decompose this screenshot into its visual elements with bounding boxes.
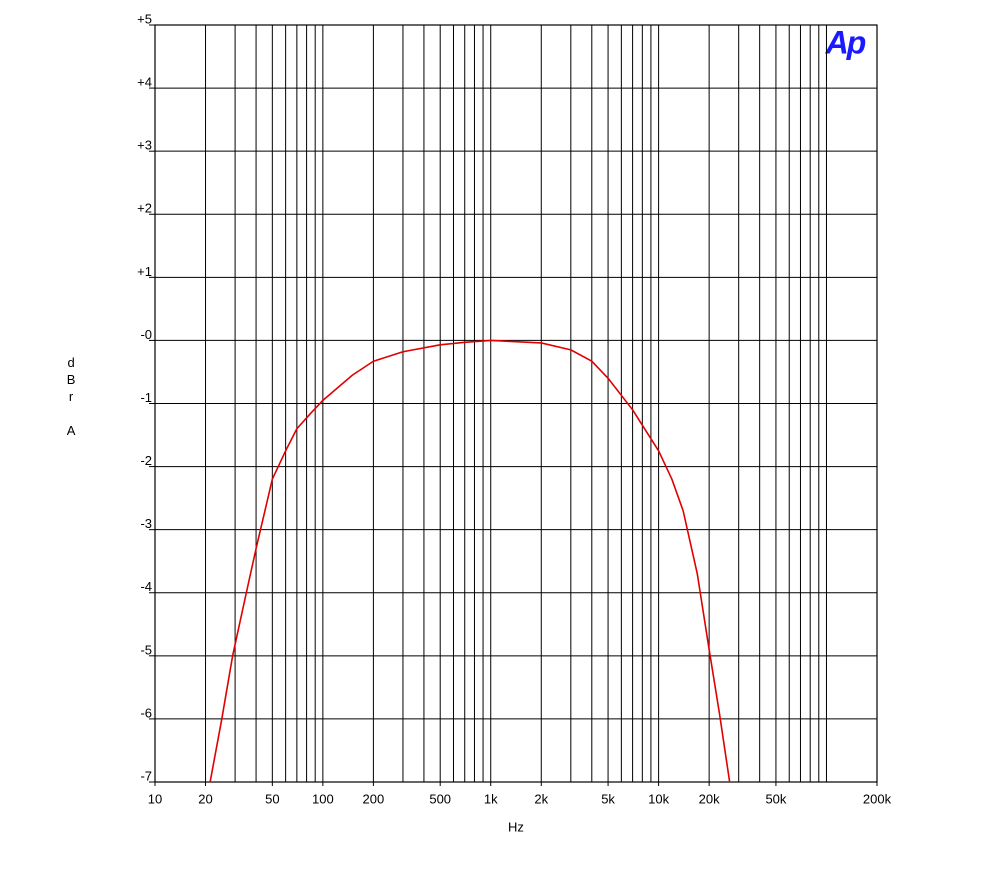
- y-tick-label: +3: [137, 138, 152, 153]
- response-curve: [209, 339, 731, 783]
- x-tick-label: 2k: [534, 791, 548, 806]
- x-tick-label: 50: [265, 791, 279, 806]
- y-tick-label: -4: [140, 579, 152, 594]
- x-tick-label: 200k: [863, 791, 892, 806]
- logo: Ap: [825, 24, 866, 60]
- x-tick-label: 10k: [648, 791, 669, 806]
- x-tick-label: 20k: [699, 791, 720, 806]
- x-tick-label: 10: [148, 791, 162, 806]
- x-tick-label: 500: [429, 791, 451, 806]
- y-tick-label: +2: [137, 201, 152, 216]
- y-tick-label: +4: [137, 75, 152, 90]
- y-tick-label: -3: [140, 516, 152, 531]
- x-tick-label: 50k: [765, 791, 786, 806]
- x-tick-label: 20: [198, 791, 212, 806]
- y-tick-label: +1: [137, 264, 152, 279]
- y-tick-label: -5: [140, 642, 152, 657]
- x-tick-label: 200: [363, 791, 385, 806]
- plot-frame: [154, 24, 878, 783]
- y-tick-label: +5: [137, 11, 152, 26]
- y-tick-label: -7: [140, 768, 152, 783]
- x-tick-label: 1k: [484, 791, 498, 806]
- x-tick-label: 100: [312, 791, 334, 806]
- y-tick-label: -1: [140, 390, 152, 405]
- x-axis-label: Hz: [508, 819, 524, 834]
- y-tick-label: -6: [140, 705, 152, 720]
- y-axis-label: dBr A: [64, 355, 79, 440]
- y-tick-label: -0: [140, 327, 152, 342]
- y-tick-label: -2: [140, 453, 152, 468]
- x-tick-label: 5k: [601, 791, 615, 806]
